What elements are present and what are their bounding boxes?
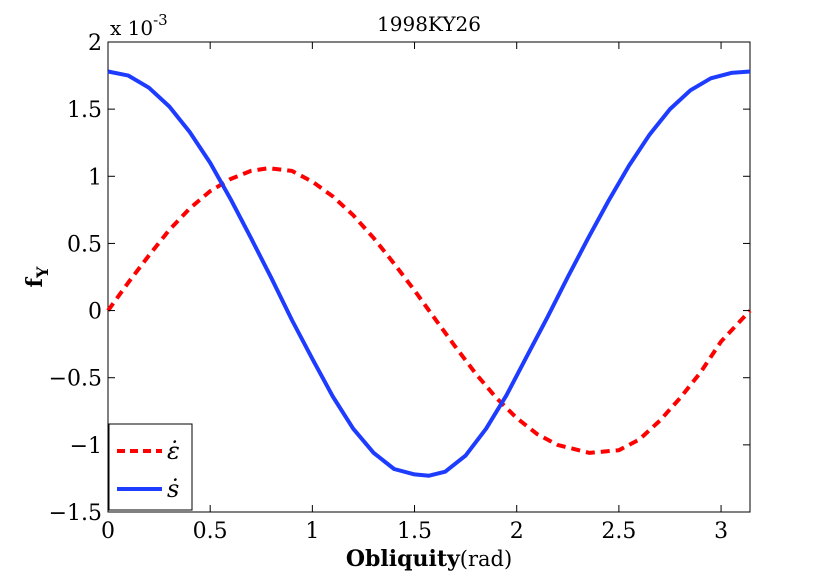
legend-label-epsilon-dot: ε̇ xyxy=(167,437,180,465)
y-axis-label-sub: Y xyxy=(33,266,52,279)
x-tick-label: 3 xyxy=(714,519,728,544)
x-tick-label: 0 xyxy=(101,519,115,544)
x-tick-label: 2 xyxy=(510,519,524,544)
series-line-s-dot xyxy=(107,69,751,478)
plot-area xyxy=(107,41,751,513)
chart-title: 1998KY26 xyxy=(377,12,481,36)
legend-box xyxy=(108,423,193,511)
x-axis-label-unit: (rad) xyxy=(460,547,512,571)
x-tick-label: 2.5 xyxy=(601,519,636,544)
x-axis-label: Obliquity(rad) xyxy=(346,546,512,572)
series-layer xyxy=(106,69,752,478)
x-axis-label-main: Obliquity xyxy=(346,546,461,572)
legend: ε̇ ṡ xyxy=(108,423,193,511)
tick-layer: 0 0.5 1 1.5 2 2.5 3 −1.5 −1 −0.5 0 0.5 1 1.5 2 xyxy=(49,31,750,544)
x-tick-label: 0.5 xyxy=(193,519,228,544)
x-tick-label: 1 xyxy=(305,519,319,544)
y-tick-label: −0.5 xyxy=(49,367,102,392)
y-axis-label-main: f xyxy=(22,276,48,287)
y-tick-label: 1 xyxy=(88,165,102,190)
legend-label-s-dot: ṡ xyxy=(167,475,179,503)
y-tick-label: −1 xyxy=(70,434,102,459)
series-line-epsilon-dot xyxy=(106,166,752,455)
y-tick-label: 2 xyxy=(88,31,102,56)
y-tick-label: 0.5 xyxy=(67,232,102,257)
y-exponent-power: -3 xyxy=(153,11,168,29)
y-axis-label: fY xyxy=(22,266,52,287)
y-exponent-prefix: x 10 xyxy=(110,16,153,40)
y-exponent-label: x 10-3 xyxy=(110,11,168,40)
y-tick-label: 0 xyxy=(88,300,102,325)
y-tick-label: −1.5 xyxy=(49,501,102,526)
x-tick-label: 1.5 xyxy=(397,519,432,544)
y-tick-label: 1.5 xyxy=(67,98,102,123)
